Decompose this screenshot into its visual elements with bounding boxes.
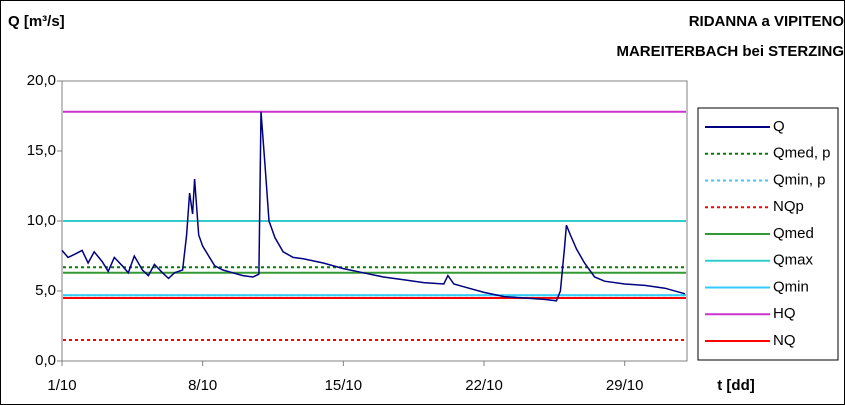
q-line <box>61 111 686 302</box>
y-tick-label: 0,0 <box>35 352 56 369</box>
x-tick-label: 29/10 <box>606 377 644 394</box>
x-axis-label: t [dd] <box>717 377 754 394</box>
legend-label: Qmin <box>773 278 809 295</box>
y-tick-label: 5,0 <box>35 282 56 299</box>
legend-label: NQ <box>773 332 796 349</box>
legend-label: HQ <box>773 305 796 322</box>
y-tick-label: 10,0 <box>27 212 56 229</box>
x-tick-label: 15/10 <box>325 377 363 394</box>
legend-label: Q <box>773 118 785 135</box>
legend-label: Qmin, p <box>773 171 826 188</box>
legend-label: Qmed <box>773 225 814 242</box>
y-tick-label: 15,0 <box>27 142 56 159</box>
chart-title: Q [m³/s] <box>8 13 65 30</box>
x-tick-label: 1/10 <box>47 377 76 394</box>
subtitle: RIDANNA a VIPITENO <box>689 13 845 30</box>
legend-label: NQp <box>773 198 804 215</box>
x-tick-label: 8/10 <box>188 377 217 394</box>
y-tick-label: 20,0 <box>27 72 56 89</box>
subtitle: MAREITERBACH bei STERZING <box>616 43 844 60</box>
x-tick-label: 22/10 <box>465 377 503 394</box>
legend-label: Qmax <box>773 252 814 269</box>
legend-label: Qmed, p <box>773 145 831 162</box>
